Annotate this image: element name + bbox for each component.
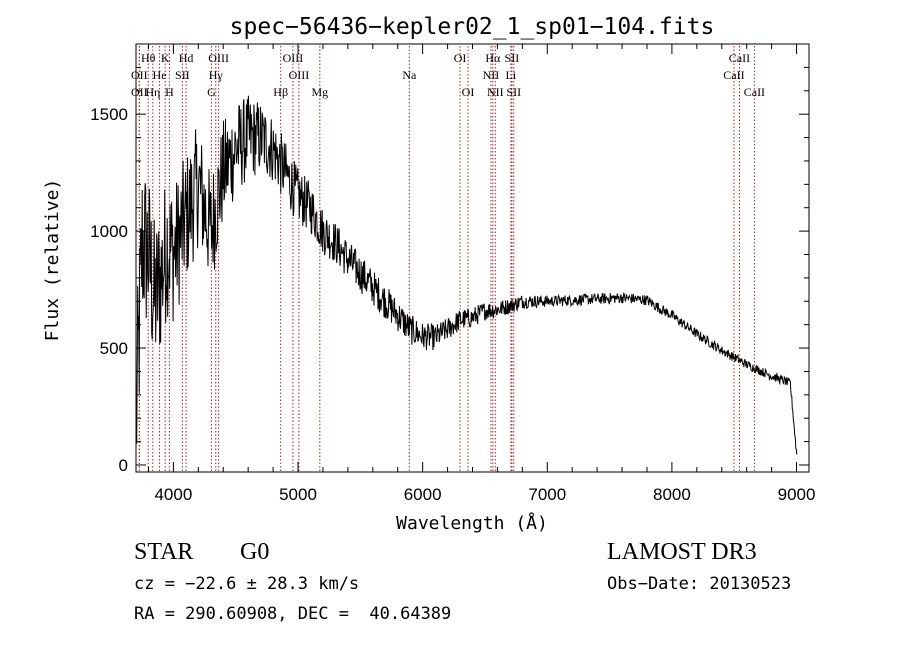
line-marker-label: He <box>153 68 167 82</box>
coordinates: RA = 290.60908, DEC = 40.64389 <box>134 604 452 624</box>
line-marker-label: NII <box>483 68 500 82</box>
line-marker-label: H <box>165 85 174 99</box>
line-marker-label: SII <box>506 85 521 99</box>
line-marker-label: OIII <box>208 51 229 65</box>
line-marker-label: SII <box>175 68 190 82</box>
x-axis-ticks: 4000 5000 6000 7000 8000 9000 <box>147 44 816 504</box>
line-marker-label: SII <box>505 51 520 65</box>
y-tick-label: 0 <box>119 456 128 475</box>
plot-frame <box>135 43 810 473</box>
line-marker-label: Hγ <box>209 68 224 82</box>
x-tick-label: 5000 <box>279 485 317 504</box>
line-marker-label: OII <box>131 68 148 82</box>
line-markers <box>138 46 755 471</box>
observation-date: Obs−Date: 20130523 <box>607 574 792 594</box>
line-marker-label: OIII <box>289 68 310 82</box>
y-axis-label: Flux (relative) <box>42 179 63 342</box>
line-marker-label: Hη <box>145 85 160 99</box>
line-marker-label: G <box>207 85 216 99</box>
y-tick-label: 1500 <box>90 105 128 124</box>
x-tick-label: 8000 <box>653 485 691 504</box>
line-marker-label: CaII <box>723 68 744 82</box>
line-marker-label: Mg <box>311 85 328 99</box>
x-tick-label: 9000 <box>778 485 816 504</box>
line-marker-label: Hθ <box>141 51 156 65</box>
line-marker-label: K <box>161 51 170 65</box>
line-marker-label: Hβ <box>273 85 288 99</box>
object-class: STAR <box>134 539 194 565</box>
spectrum-chart: spec−56436−kepler02_1_sp01−104.fits Hθ K H… <box>42 14 816 534</box>
line-marker-label: Li <box>506 68 517 82</box>
y-tick-label: 1000 <box>90 222 128 241</box>
x-tick-label: 4000 <box>154 485 192 504</box>
subclass: G0 <box>240 539 270 565</box>
y-axis-ticks: 0 500 1000 1500 <box>90 66 809 475</box>
x-tick-label: 7000 <box>528 485 566 504</box>
line-marker-label: CaII <box>744 85 765 99</box>
line-marker-label: Hα <box>485 51 501 65</box>
line-marker-label: Hd <box>179 51 194 65</box>
chart-title: spec−56436−kepler02_1_sp01−104.fits <box>230 14 715 40</box>
line-marker-label: OII <box>131 85 148 99</box>
line-marker-label: CaII <box>729 51 750 65</box>
line-marker-labels: Hθ K Hd OIII OIII OI Hα SII CaII OII He SII Hγ OIII Na… <box>131 51 765 99</box>
line-marker-label: Na <box>402 68 417 82</box>
spectrum-line <box>135 95 798 455</box>
line-marker-label: OIII <box>283 51 304 65</box>
x-axis-label: Wavelength (Å) <box>396 512 548 534</box>
x-tick-label: 6000 <box>404 485 442 504</box>
line-marker-label: NII <box>487 85 504 99</box>
survey-name: LAMOST DR3 <box>607 539 757 565</box>
line-marker-label: OI <box>462 85 475 99</box>
redshift-velocity: cz = −22.6 ± 28.3 km/s <box>134 574 360 594</box>
y-tick-label: 500 <box>100 339 128 358</box>
line-marker-label: OI <box>454 51 467 65</box>
